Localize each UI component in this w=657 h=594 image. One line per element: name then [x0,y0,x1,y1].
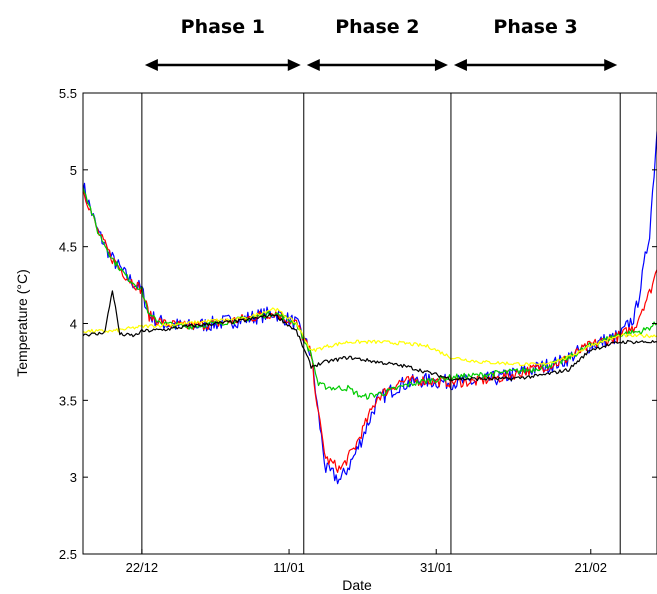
phase-2: Phase 2 [306,16,448,71]
arrow-right-icon [604,59,618,71]
arrow-left-icon [306,59,320,71]
phase-label: Phase 3 [493,16,577,38]
series-line-2 [82,188,657,473]
arrow-right-icon [287,59,301,71]
y-tick-label: 2.5 [59,547,77,562]
series-line-5 [82,290,657,382]
series-line-3 [82,187,657,400]
y-tick-label: 5 [70,163,77,178]
arrow-left-icon [453,59,467,71]
phase-1: Phase 1 [144,16,301,71]
arrow-left-icon [144,59,158,71]
y-tick-label: 4 [70,317,77,332]
y-axis-label: Temperature (°C) [14,269,30,377]
y-tick-label: 3.5 [59,393,77,408]
y-tick-label: 3 [70,470,77,485]
x-tick-label: 21/02 [574,560,607,575]
series-line-1 [82,131,657,485]
y-tick-label: 5.5 [59,86,77,101]
phase-label: Phase 1 [181,16,265,38]
y-tick-label: 4.5 [59,240,77,255]
plot-frame [82,92,657,555]
y-axis-ticks: 2.5 3 3.5 4 4.5 5 5.5 [59,86,657,562]
arrow-right-icon [434,59,448,71]
series-line-4 [82,307,657,367]
phase-annotations: Phase 1 Phase 2 Phase 3 [144,16,618,71]
x-axis-ticks: 22/12 11/01 31/01 21/02 [126,549,607,575]
phase-dividers [141,93,621,554]
series-lines [82,131,657,485]
x-tick-label: 22/12 [126,560,159,575]
phase-3: Phase 3 [453,16,618,71]
x-axis-label: Date [342,577,372,593]
x-tick-label: 11/01 [273,560,305,575]
phase-label: Phase 2 [335,16,419,38]
x-tick-label: 31/01 [420,560,453,575]
